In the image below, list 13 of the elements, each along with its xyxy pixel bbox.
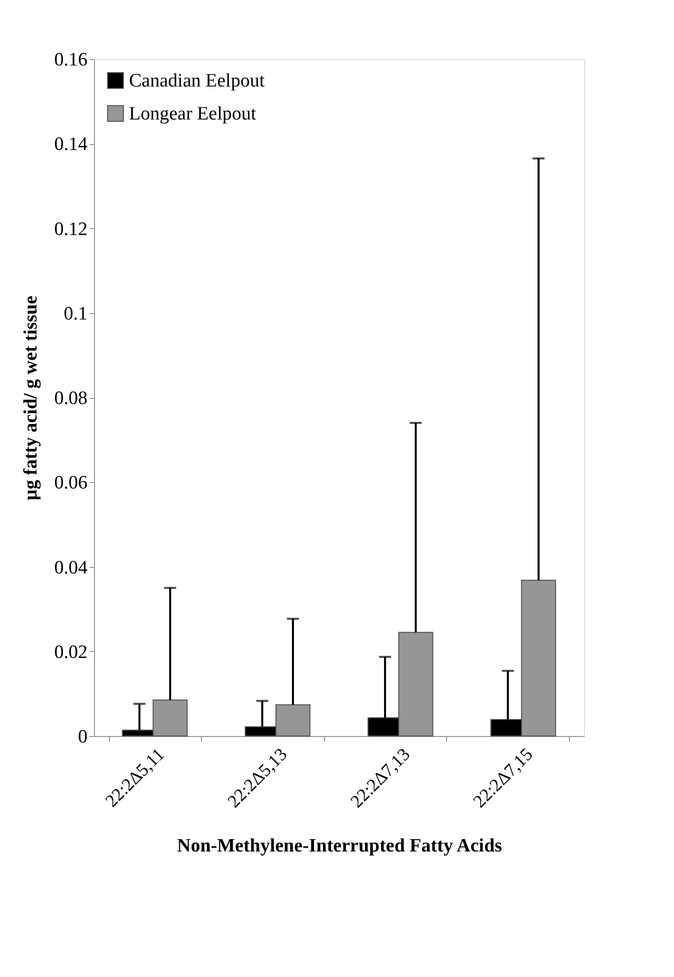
- y-tick-label: 0.1: [64, 303, 88, 324]
- y-tick-label: 0.12: [54, 218, 88, 240]
- y-tick-label: 0.14: [54, 134, 88, 156]
- y-tick-label: 0.04: [54, 557, 88, 578]
- legend-label: Longear Eelpout: [129, 104, 257, 124]
- y-axis-title: µg fatty acid/ g wet tissue: [20, 296, 42, 500]
- y-tick-label: 0.06: [54, 472, 88, 494]
- y-tick-label: 0: [78, 726, 88, 748]
- y-tick-label: 0.16: [54, 50, 88, 70]
- y-tick-label: 0.08: [54, 388, 88, 409]
- x-axis-title: Non-Methylene-Interrupted Fatty Acids: [176, 835, 502, 856]
- y-tick-label: 0.02: [54, 642, 88, 663]
- legend-label: Canadian Eelpout: [129, 70, 266, 92]
